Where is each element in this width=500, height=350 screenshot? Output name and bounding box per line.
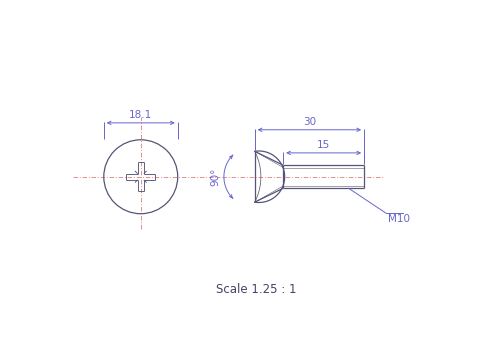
Text: 90°: 90° xyxy=(211,168,221,186)
Text: M10: M10 xyxy=(388,214,410,224)
Text: 15: 15 xyxy=(317,140,330,150)
Text: 30: 30 xyxy=(303,117,316,127)
Text: 18.1: 18.1 xyxy=(129,110,152,120)
Text: Scale 1.25 : 1: Scale 1.25 : 1 xyxy=(216,284,296,296)
